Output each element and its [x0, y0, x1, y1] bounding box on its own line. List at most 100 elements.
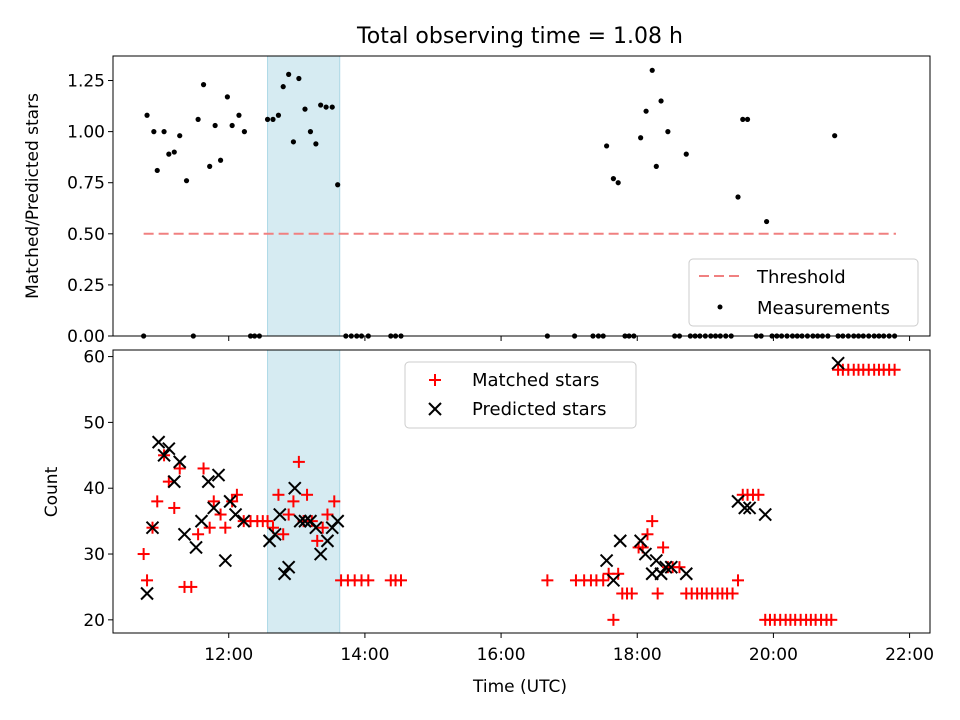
- legend-matched-label: Matched stars: [472, 370, 599, 391]
- measurement-point: [307, 129, 314, 135]
- matched-star-marker: [625, 587, 638, 600]
- predicted-star-marker: [313, 547, 328, 561]
- measurement-point: [171, 149, 177, 155]
- y-tick-label: 0.25: [67, 276, 105, 296]
- measurement-point: [154, 167, 160, 174]
- matched-star-marker: [226, 495, 239, 508]
- matched-star-marker: [607, 613, 620, 626]
- matched-star-marker: [394, 574, 407, 587]
- measurement-point: [280, 84, 286, 90]
- predicted-star-marker: [293, 514, 307, 528]
- y-tick-label: 0.00: [67, 327, 105, 347]
- predicted-star-marker: [194, 514, 209, 528]
- predicted-star-marker: [223, 494, 237, 509]
- predicted-star-marker: [218, 553, 233, 568]
- predicted-star-marker: [189, 540, 203, 555]
- predicted-star-marker: [758, 507, 772, 522]
- predicted-star-marker: [228, 507, 243, 522]
- matched-star-marker: [287, 495, 300, 508]
- y-tick-label: 0.75: [67, 174, 105, 194]
- legend-threshold-label: Threshold: [756, 267, 846, 288]
- matched-star-marker: [277, 528, 290, 541]
- top-shaded-band: [267, 55, 341, 337]
- predicted-star-marker: [201, 474, 216, 489]
- measurement-point: [735, 194, 741, 200]
- predicted-star-marker: [606, 573, 621, 588]
- y-tick-label: 60: [83, 348, 105, 368]
- measurement-point: [151, 129, 157, 135]
- matched-star-marker: [597, 574, 610, 587]
- top-chart-title: Total observing time = 1.08 h: [356, 24, 683, 49]
- predicted-star-marker: [320, 534, 335, 548]
- bottom-axes-frame: [112, 349, 931, 634]
- matched-star-marker: [292, 455, 305, 468]
- matched-star-marker: [316, 521, 329, 534]
- y-tick-label: 0.50: [67, 225, 105, 245]
- measurement-point: [236, 112, 242, 118]
- legend-predicted-label: Predicted stars: [472, 399, 606, 420]
- x-tick-label: 12:00: [204, 645, 253, 665]
- predicted-star-marker: [288, 481, 302, 495]
- matched-star-marker: [192, 528, 205, 541]
- bottom-y-axis-label: Count: [42, 466, 62, 517]
- matched-star-marker: [752, 488, 765, 501]
- y-tick-label: 1.00: [67, 123, 105, 143]
- predicted-star-marker: [330, 514, 345, 528]
- top-panel: Total observing time = 1.08 h 0.00 0.25 0.…: [23, 24, 931, 347]
- predicted-star-marker: [738, 501, 752, 515]
- x-tick-label: 16:00: [477, 645, 526, 665]
- bottom-panel: 20 30 40 50 60 12:00 14:00 16:00 18:00 20:00 22:0…: [42, 348, 934, 697]
- matched-star-marker: [219, 521, 232, 534]
- measurement-point: [264, 116, 271, 122]
- measurement-point: [177, 133, 183, 139]
- y-tick-label: 50: [83, 413, 105, 433]
- measurement-point: [212, 122, 218, 129]
- matched-star-marker: [732, 574, 745, 587]
- predicted-star-marker: [237, 514, 251, 528]
- matched-star-marker: [328, 495, 341, 508]
- y-tick-label: 20: [83, 611, 105, 631]
- measurement-point: [302, 106, 308, 112]
- matched-star-marker: [272, 488, 285, 501]
- measurement-point: [224, 94, 230, 100]
- measurement-point: [270, 116, 276, 122]
- matched-star-marker: [825, 613, 838, 626]
- matched-star-marker: [197, 462, 210, 475]
- predicted-star-marker: [277, 567, 292, 581]
- legend-matched-swatch: [429, 374, 441, 386]
- predicted-star-marker: [145, 520, 160, 535]
- measurement-point: [166, 151, 172, 157]
- predicted-star-marker: [298, 514, 312, 528]
- measurement-point: [604, 143, 610, 149]
- matched-star-marker: [207, 495, 220, 508]
- matched-star-marker: [641, 528, 654, 541]
- bottom-legend: Matched stars Predicted stars: [404, 361, 637, 429]
- measurement-point: [658, 98, 664, 104]
- predicted-star-marker: [649, 553, 664, 568]
- measurement-point: [744, 116, 751, 122]
- y-tick-label: 40: [83, 479, 105, 499]
- matched-star-marker: [657, 541, 670, 554]
- predicted-star-marker: [162, 442, 176, 456]
- matched-star-marker: [282, 508, 295, 521]
- matched-star-marker: [541, 574, 554, 587]
- predicted-star-marker: [742, 501, 757, 515]
- top-y-axis-ticks: 0.00 0.25 0.50 0.75 1.00 1.25: [67, 72, 113, 347]
- matched-star-marker: [168, 501, 181, 514]
- measurement-point: [195, 116, 201, 122]
- predicted-star-marker: [140, 586, 154, 601]
- measurement-point: [335, 182, 341, 188]
- top-legend-box: [688, 258, 919, 327]
- predicted-star-marker: [638, 547, 653, 561]
- matched-star-marker: [888, 363, 901, 376]
- matched-star-marker: [261, 515, 274, 528]
- matched-star-marker: [214, 508, 227, 521]
- y-tick-label: 30: [83, 545, 105, 565]
- matched-star-marker: [646, 515, 659, 528]
- matched-star-points: [137, 363, 901, 626]
- measurement-point: [643, 108, 649, 114]
- predicted-star-marker: [151, 435, 166, 449]
- legend-measurement-swatch: [717, 304, 723, 310]
- measurement-point: [200, 82, 207, 88]
- measurement-point: [615, 180, 621, 186]
